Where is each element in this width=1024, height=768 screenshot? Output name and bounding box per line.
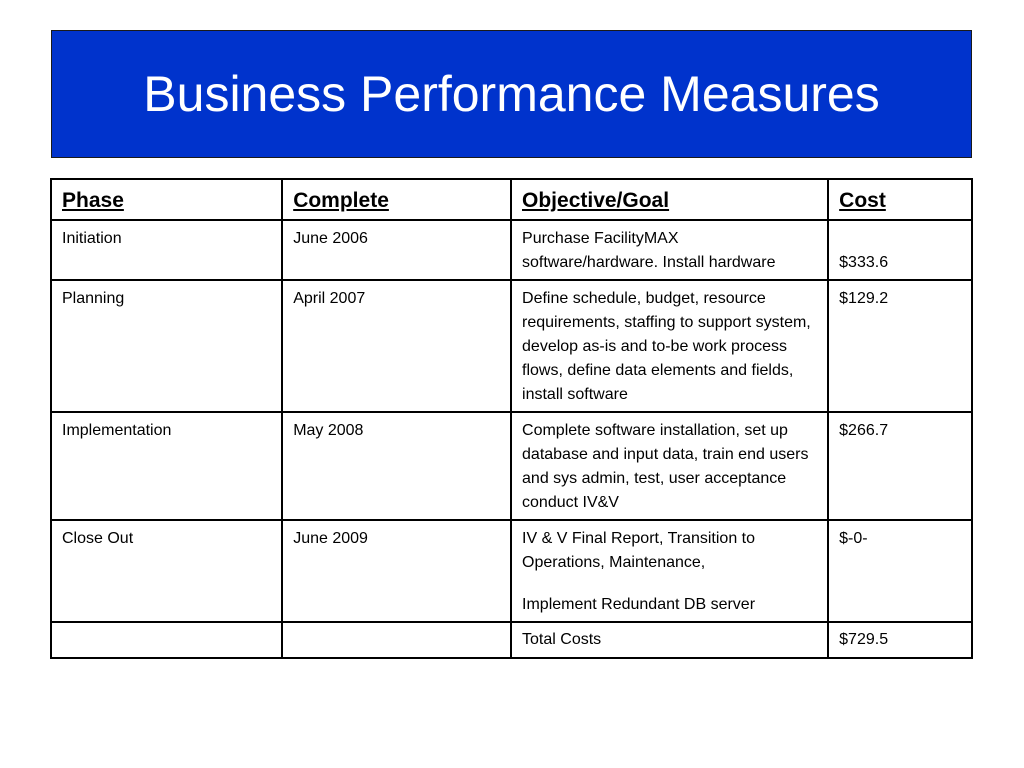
cell-phase: Planning — [49, 279, 284, 413]
header-goal: Objective/Goal — [510, 178, 830, 221]
header-complete: Complete — [281, 178, 513, 221]
cell-complete: April 2007 — [281, 279, 513, 413]
cell-cost: $129.2 — [827, 279, 973, 413]
total-value: $729.5 — [827, 621, 973, 659]
cell-empty — [281, 621, 513, 659]
goal-text: IV & V Final Report, Transition to Opera… — [522, 530, 756, 571]
cell-phase: Close Out — [49, 519, 284, 623]
cell-complete: June 2006 — [281, 219, 513, 281]
table-row: Planning April 2007 Define schedule, bud… — [49, 279, 973, 413]
cost-value: $333.6 — [839, 254, 889, 271]
cell-phase: Initiation — [49, 219, 284, 281]
cell-goal: Complete software installation, set up d… — [510, 411, 830, 521]
title-banner: Business Performance Measures — [51, 30, 972, 158]
header-phase: Phase — [49, 178, 284, 221]
table-row: Implementation May 2008 Complete softwar… — [49, 411, 973, 521]
cell-cost: $266.7 — [827, 411, 973, 521]
cell-goal: Purchase FacilityMAX software/hardware. … — [510, 219, 830, 281]
performance-table: Phase Complete Objective/Goal Cost Initi… — [49, 178, 973, 659]
total-row: Total Costs $729.5 — [49, 621, 973, 659]
cell-complete: June 2009 — [281, 519, 513, 623]
total-label: Total Costs — [510, 621, 830, 659]
cell-cost: $333.6 — [827, 219, 973, 281]
goal-extra-text: Implement Redundant DB server — [522, 596, 756, 613]
cell-empty — [49, 621, 284, 659]
table-row: Close Out June 2009 IV & V Final Report,… — [49, 519, 973, 623]
cell-cost: $-0- — [827, 519, 973, 623]
header-cost: Cost — [827, 178, 973, 221]
table-header-row: Phase Complete Objective/Goal Cost — [49, 178, 973, 221]
cell-goal: IV & V Final Report, Transition to Opera… — [510, 519, 830, 623]
cell-goal: Define schedule, budget, resource requir… — [510, 279, 830, 413]
table-row: Initiation June 2006 Purchase FacilityMA… — [49, 219, 973, 281]
slide-title: Business Performance Measures — [143, 66, 880, 122]
cell-phase: Implementation — [49, 411, 284, 521]
cell-complete: May 2008 — [281, 411, 513, 521]
